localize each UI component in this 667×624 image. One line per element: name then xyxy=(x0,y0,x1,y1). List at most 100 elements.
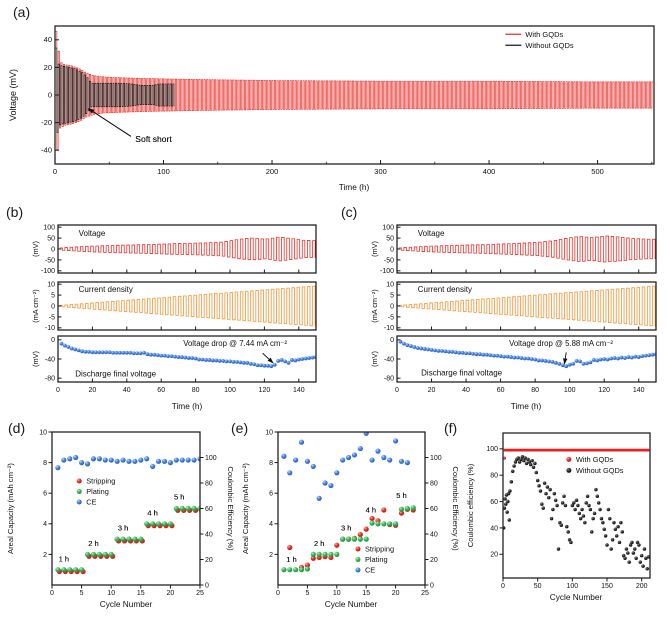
svg-text:Current density: Current density xyxy=(79,285,133,294)
svg-text:Voltage (mV): Voltage (mV) xyxy=(8,69,18,121)
svg-text:-100: -100 xyxy=(380,268,394,275)
svg-text:Areal Capacity (mAh cm⁻²): Areal Capacity (mAh cm⁻²) xyxy=(241,463,250,554)
svg-text:(mA cm⁻²): (mA cm⁻²) xyxy=(31,289,40,322)
svg-text:5: 5 xyxy=(51,292,55,299)
svg-text:-5: -5 xyxy=(388,314,394,321)
svg-text:5: 5 xyxy=(80,590,84,597)
svg-text:40: 40 xyxy=(44,35,52,44)
svg-text:1 h: 1 h xyxy=(286,555,296,564)
svg-text:120: 120 xyxy=(598,387,610,394)
svg-text:With GQDs: With GQDs xyxy=(525,30,563,39)
svg-text:Current density: Current density xyxy=(418,285,472,294)
svg-text:0: 0 xyxy=(205,582,209,589)
svg-text:(mV): (mV) xyxy=(370,351,379,367)
svg-text:Voltage drop @ 5.88 mA cm⁻²: Voltage drop @ 5.88 mA cm⁻² xyxy=(509,339,613,348)
svg-text:10: 10 xyxy=(265,429,273,436)
svg-text:Soft short: Soft short xyxy=(135,134,172,144)
svg-text:20: 20 xyxy=(205,557,213,564)
svg-text:2 h: 2 h xyxy=(314,539,324,548)
svg-text:20: 20 xyxy=(44,63,52,72)
svg-text:-5: -5 xyxy=(49,314,55,321)
svg-text:25: 25 xyxy=(421,590,429,597)
svg-text:5: 5 xyxy=(390,292,394,299)
svg-text:2 h: 2 h xyxy=(88,539,98,548)
svg-text:60: 60 xyxy=(497,387,505,394)
svg-text:500: 500 xyxy=(591,167,604,176)
svg-text:0: 0 xyxy=(56,387,60,394)
svg-text:Plating: Plating xyxy=(365,555,388,564)
svg-text:40: 40 xyxy=(430,531,438,538)
svg-text:150: 150 xyxy=(601,583,613,590)
svg-text:-40: -40 xyxy=(45,356,55,363)
svg-text:4 h: 4 h xyxy=(147,508,157,517)
svg-text:100: 100 xyxy=(43,225,55,232)
svg-text:-100: -100 xyxy=(41,268,55,275)
svg-text:Stripping: Stripping xyxy=(86,476,115,485)
svg-text:Discharge final voltage: Discharge final voltage xyxy=(421,368,502,377)
svg-text:60: 60 xyxy=(430,506,438,513)
svg-text:0: 0 xyxy=(390,337,394,344)
svg-text:0: 0 xyxy=(390,303,394,310)
svg-text:Time (h): Time (h) xyxy=(339,182,370,192)
svg-text:60: 60 xyxy=(157,387,165,394)
svg-text:CE: CE xyxy=(86,497,96,506)
svg-text:-80: -80 xyxy=(45,376,55,383)
svg-text:Cycle Number: Cycle Number xyxy=(550,592,603,602)
svg-text:Time (h): Time (h) xyxy=(511,401,542,411)
svg-text:2 h: 2 h xyxy=(314,539,324,548)
svg-text:100: 100 xyxy=(564,387,576,394)
svg-text:100: 100 xyxy=(157,167,170,176)
svg-text:25: 25 xyxy=(196,590,204,597)
svg-text:50: 50 xyxy=(386,235,394,242)
svg-text:20: 20 xyxy=(430,557,438,564)
svg-text:2: 2 xyxy=(43,552,47,559)
svg-text:140: 140 xyxy=(293,387,305,394)
svg-text:Plating: Plating xyxy=(86,487,109,496)
svg-text:5 h: 5 h xyxy=(396,491,406,500)
svg-text:60: 60 xyxy=(490,499,498,506)
svg-text:4 h: 4 h xyxy=(147,508,157,517)
svg-text:Voltage: Voltage xyxy=(418,229,445,238)
panel-label-c: (c) xyxy=(341,204,358,220)
svg-text:50: 50 xyxy=(47,235,55,242)
svg-text:Voltage: Voltage xyxy=(79,229,106,238)
svg-text:3 h: 3 h xyxy=(118,524,128,533)
svg-text:0: 0 xyxy=(51,337,55,344)
svg-text:15: 15 xyxy=(137,590,145,597)
svg-text:-10: -10 xyxy=(384,325,394,332)
svg-text:-20: -20 xyxy=(41,118,52,127)
svg-text:80: 80 xyxy=(192,387,200,394)
svg-text:80: 80 xyxy=(430,480,438,487)
svg-text:0: 0 xyxy=(430,582,434,589)
svg-text:6: 6 xyxy=(269,491,273,498)
svg-text:Stripping: Stripping xyxy=(365,545,394,554)
svg-text:3 h: 3 h xyxy=(118,524,128,533)
svg-text:5 h: 5 h xyxy=(396,491,406,500)
svg-text:0: 0 xyxy=(53,167,57,176)
svg-text:100: 100 xyxy=(382,225,394,232)
svg-text:120: 120 xyxy=(259,387,271,394)
svg-text:20: 20 xyxy=(392,590,400,597)
svg-text:0: 0 xyxy=(395,387,399,394)
svg-text:80: 80 xyxy=(205,480,213,487)
svg-text:Coulombic Efficiency (%): Coulombic Efficiency (%) xyxy=(226,466,235,551)
svg-text:4 h: 4 h xyxy=(366,505,376,514)
svg-text:15: 15 xyxy=(362,590,370,597)
svg-text:0: 0 xyxy=(276,590,280,597)
svg-text:0: 0 xyxy=(501,583,505,590)
panel-label-d: (d) xyxy=(8,420,26,436)
svg-text:10: 10 xyxy=(386,282,394,289)
panel-label-a: (a) xyxy=(13,4,31,20)
svg-text:20: 20 xyxy=(428,387,436,394)
svg-text:-10: -10 xyxy=(45,325,55,332)
svg-text:Without GQDs: Without GQDs xyxy=(576,466,624,475)
svg-text:40: 40 xyxy=(123,387,131,394)
svg-text:-40: -40 xyxy=(384,356,394,363)
svg-text:-80: -80 xyxy=(384,376,394,383)
svg-text:Soft short: Soft short xyxy=(135,134,172,144)
svg-text:-40: -40 xyxy=(41,146,52,155)
